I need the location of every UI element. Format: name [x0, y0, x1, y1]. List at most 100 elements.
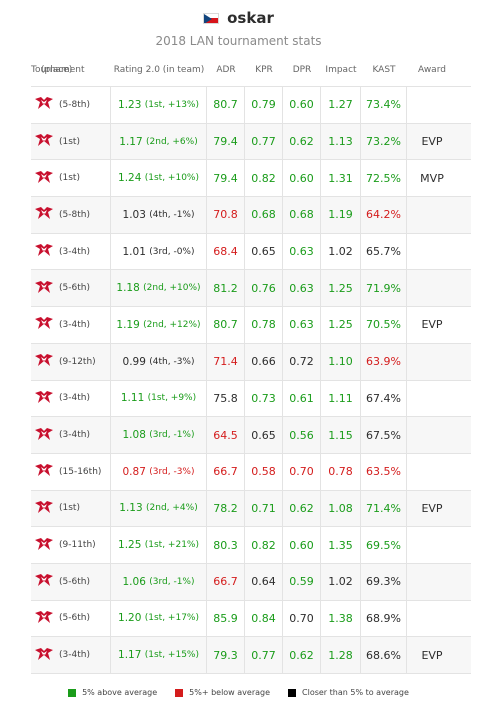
rating-team-rank: (1st, +13%)	[144, 99, 199, 110]
kast-cell: 64.2%	[361, 197, 407, 233]
team-logo-icon[interactable]	[35, 316, 53, 333]
placement-label: (9-11th)	[59, 540, 96, 551]
table-row[interactable]: (9-11th) 1.25 (1st, +21%) 80.3 0.82 0.60 1.35…	[31, 527, 471, 564]
team-logo-icon[interactable]	[35, 96, 53, 113]
rating-value: 1.08	[122, 429, 146, 442]
team-logo-icon[interactable]	[35, 243, 53, 260]
header-impact[interactable]: Impact	[325, 65, 357, 75]
team-logo-icon[interactable]	[35, 206, 53, 223]
award-cell: MVP	[420, 171, 444, 185]
legend-label: 5%+ below average	[189, 688, 271, 697]
placement-label: (3-4th)	[59, 430, 90, 441]
kpr-cell: 0.84	[245, 600, 283, 637]
tournament-cell: (3-4th)	[31, 307, 111, 343]
award-cell: EVP	[421, 648, 443, 662]
rating-cell: 1.25 (1st, +21%)	[111, 527, 207, 563]
rating-value: 1.06	[122, 575, 146, 588]
page-subtitle: 2018 LAN tournament stats	[155, 34, 322, 48]
rating-value: 1.17	[118, 649, 142, 662]
impact-cell: 0.78	[321, 453, 361, 490]
team-logo-icon[interactable]	[35, 427, 53, 444]
team-logo-icon[interactable]	[35, 610, 53, 627]
rating-cell: 1.19 (2nd, +12%)	[111, 307, 207, 343]
adr-cell: 79.3	[207, 637, 245, 673]
rating-cell: 1.24 (1st, +10%)	[111, 160, 207, 197]
table-row[interactable]: (1st) 1.17 (2nd, +6%) 79.4 0.77 0.62 1.13 73.2…	[31, 123, 471, 161]
adr-cell: 68.4	[207, 233, 245, 270]
rating-value: 1.19	[116, 318, 140, 331]
team-logo-icon[interactable]	[35, 353, 53, 370]
rating-team-rank: (3rd, -1%)	[149, 430, 195, 441]
header-kpr[interactable]: KPR	[255, 65, 273, 75]
table-row[interactable]: (1st) 1.13 (2nd, +4%) 78.2 0.71 0.62 1.08 71.4…	[31, 490, 471, 528]
kast-cell: 73.4%	[361, 87, 407, 123]
award-cell	[407, 270, 457, 306]
table-row[interactable]: (5-8th) 1.03 (4th, -1%) 70.8 0.68 0.68 1.19 64…	[31, 197, 471, 234]
header-kast[interactable]: KAST	[372, 65, 396, 75]
table-row[interactable]: (3-4th) 1.19 (2nd, +12%) 80.7 0.78 0.63 1.25 7…	[31, 307, 471, 344]
impact-cell: 1.08	[321, 490, 361, 527]
impact-cell: 1.35	[321, 527, 361, 563]
table-row[interactable]: (5-8th) 1.23 (1st, +13%) 80.7 0.79 0.60 1.27 7…	[31, 87, 471, 124]
header-dpr[interactable]: DPR	[292, 65, 312, 75]
kpr-cell: 0.65	[245, 417, 283, 453]
table-row[interactable]: (3-4th) 1.08 (3rd, -1%) 64.5 0.65 0.56 1.15 67…	[31, 417, 471, 454]
header-rating[interactable]: Rating 2.0 (in team)	[113, 65, 205, 75]
dpr-cell: 0.68	[283, 197, 321, 233]
team-logo-icon[interactable]	[35, 133, 53, 150]
rating-value: 1.11	[120, 392, 145, 405]
adr-cell: 64.5	[207, 417, 245, 453]
team-logo-icon[interactable]	[35, 463, 53, 480]
kpr-cell: 0.79	[245, 87, 283, 123]
dpr-cell: 0.60	[283, 87, 321, 123]
tournament-cell: (5-6th)	[31, 600, 111, 637]
rating-team-rank: (2nd, +6%)	[146, 136, 198, 147]
kast-cell: 68.6%	[361, 637, 407, 673]
adr-cell: 80.3	[207, 527, 245, 563]
kpr-cell: 0.58	[245, 453, 283, 490]
team-logo-icon[interactable]	[35, 500, 53, 517]
table-row[interactable]: (3-4th) 1.11 (1st, +9%) 75.8 0.73 0.61 1.11 67…	[31, 380, 471, 418]
header-place-label: (place)	[41, 65, 73, 75]
table-row[interactable]: (3-4th) 1.01 (3rd, -0%) 68.4 0.65 0.63 1.02 65…	[31, 233, 471, 271]
tournament-cell: (3-4th)	[31, 637, 111, 673]
header-adr[interactable]: ADR	[216, 65, 236, 75]
team-logo-icon[interactable]	[35, 280, 53, 297]
table-row[interactable]: (3-4th) 1.17 (1st, +15%) 79.3 0.77 0.62 1.28 6…	[31, 637, 471, 674]
team-logo-icon[interactable]	[35, 647, 53, 664]
header-award[interactable]: Award	[418, 65, 446, 75]
table-row[interactable]: (5-6th) 1.20 (1st, +17%) 85.9 0.84 0.70 1.38 6…	[31, 600, 471, 638]
page-header: oskar 2018 LAN tournament stats	[0, 0, 477, 54]
rating-cell: 0.87 (3rd, -3%)	[111, 453, 207, 490]
rating-cell: 1.23 (1st, +13%)	[111, 87, 207, 123]
rating-cell: 1.17 (1st, +15%)	[111, 637, 207, 673]
kpr-cell: 0.82	[245, 527, 283, 563]
rating-cell: 1.01 (3rd, -0%)	[111, 233, 207, 270]
table-row[interactable]: (9-12th) 0.99 (4th, -3%) 71.4 0.66 0.72 1.10 6…	[31, 343, 471, 381]
table-row[interactable]: (5-6th) 1.06 (3rd, -1%) 66.7 0.64 0.59 1.02 69…	[31, 563, 471, 601]
dpr-cell: 0.62	[283, 490, 321, 527]
impact-cell: 1.19	[321, 197, 361, 233]
team-logo-icon[interactable]	[35, 537, 53, 554]
award-cell	[407, 601, 457, 637]
dpr-cell: 0.72	[283, 343, 321, 380]
rating-team-rank: (2nd, +4%)	[146, 503, 198, 514]
team-logo-icon[interactable]	[35, 390, 53, 407]
adr-cell: 66.7	[207, 563, 245, 600]
table-row[interactable]: (5-6th) 1.18 (2nd, +10%) 81.2 0.76 0.63 1.25 7…	[31, 270, 471, 308]
adr-cell: 79.4	[207, 160, 245, 197]
impact-cell: 1.15	[321, 417, 361, 453]
team-logo-icon[interactable]	[35, 573, 53, 590]
placement-label: (3-4th)	[59, 393, 90, 404]
kpr-cell: 0.77	[245, 637, 283, 673]
placement-label: (3-4th)	[59, 246, 90, 257]
table-row[interactable]: (15-16th) 0.87 (3rd, -3%) 66.7 0.58 0.70 0.78…	[31, 453, 471, 491]
award-cell	[407, 344, 457, 380]
team-logo-icon[interactable]	[35, 170, 53, 187]
adr-cell: 71.4	[207, 343, 245, 380]
table-row[interactable]: (1st) 1.24 (1st, +10%) 79.4 0.82 0.60 1.31 72.…	[31, 160, 471, 198]
player-name[interactable]: oskar	[227, 9, 274, 27]
dpr-cell: 0.70	[283, 453, 321, 490]
kast-cell: 71.4%	[361, 490, 407, 527]
kast-cell: 71.9%	[361, 270, 407, 307]
